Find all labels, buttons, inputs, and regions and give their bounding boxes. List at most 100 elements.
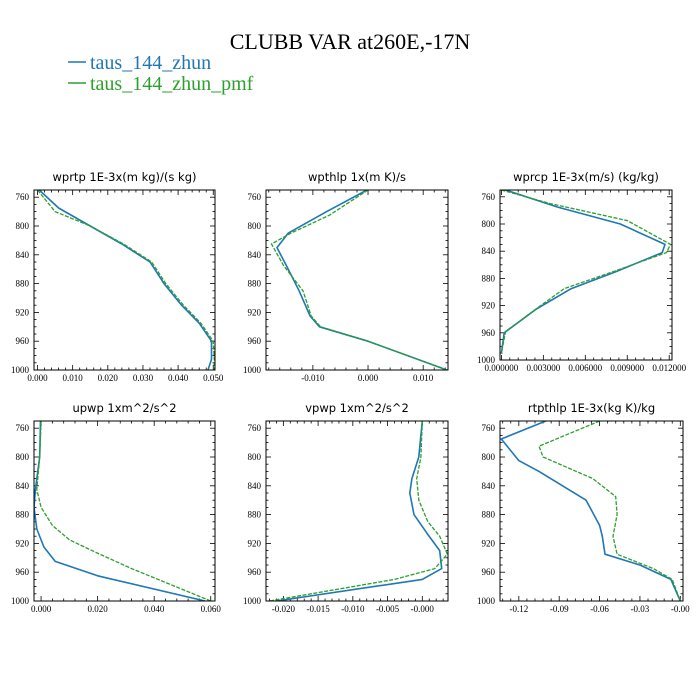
legend: taus_144_zhun taus_144_zhun_pmf (68, 52, 254, 95)
subplot: wprcp 1E-3x(m/s) (kg/kg) 760 800 840 880 920 9… (477, 170, 687, 373)
y-tick-label: 880 (482, 510, 496, 520)
x-tick-label: 0.020 (88, 604, 109, 614)
y-tick-label: 920 (16, 307, 30, 317)
subplot-title: upwp 1xm^2/s^2 (72, 401, 176, 415)
legend-item: taus_144_zhun (68, 52, 211, 74)
y-tick-label: 920 (482, 301, 496, 311)
subplot: upwp 1xm^2/s^2 760 800 840 880 920 960 10000.00… (11, 401, 221, 614)
x-tick-label: 0.030 (133, 373, 154, 383)
subplot: rtpthlp 1E-3x(kg K)/kg 760 800 840 880 920 960… (477, 401, 690, 614)
x-tick-label: 0.006000 (568, 363, 602, 373)
plot-frame (33, 189, 216, 371)
plot-frame (265, 189, 449, 371)
y-tick-label: 800 (16, 221, 30, 231)
x-tick-label: -0.09 (550, 604, 569, 614)
y-tick-label: 840 (248, 481, 262, 491)
x-tick-label: 0.040 (144, 604, 165, 614)
y-tick-label: 800 (482, 219, 496, 229)
x-tick-label: -0.00 (671, 604, 690, 614)
y-tick-label: 880 (16, 279, 30, 289)
y-tick-label: 880 (248, 510, 262, 520)
legend-item: taus_144_zhun_pmf (68, 73, 254, 95)
y-tick-label: 1000 (243, 365, 262, 375)
y-tick-label: 1000 (477, 355, 496, 365)
subplot: vpwp 1xm^2/s^2 760 800 840 880 920 960 1000 -0.0… (243, 401, 449, 614)
subplot-title: wprcp 1E-3x(m/s) (kg/kg) (513, 170, 659, 184)
x-tick-label: 0.040 (168, 373, 189, 383)
y-tick-label: 960 (248, 567, 262, 577)
subplot-title: wprtp 1E-3x(m kg)/(s kg) (53, 170, 197, 184)
subplot-title: vpwp 1xm^2/s^2 (305, 401, 409, 415)
x-tick-label: -0.020 (272, 604, 296, 614)
y-tick-label: 920 (248, 538, 262, 548)
x-tick-label: -0.010 (341, 604, 365, 614)
y-tick-label: 960 (482, 567, 496, 577)
series-line (270, 190, 448, 370)
y-tick-label: 880 (248, 279, 262, 289)
y-tick-label: 800 (482, 452, 496, 462)
subplot-title: rtpthlp 1E-3x(kg K)/kg (528, 401, 655, 415)
x-tick-label: 0.060 (201, 604, 222, 614)
series-line (38, 190, 213, 370)
series-line (36, 190, 215, 370)
y-tick-label: 880 (482, 273, 496, 283)
legend-label: taus_144_zhun_pmf (90, 73, 254, 95)
series-line (36, 421, 212, 601)
x-tick-label: 0.000 (31, 604, 52, 614)
series-line (500, 190, 666, 354)
x-tick-label: 0.050 (203, 373, 224, 383)
x-tick-label: 0.000 (358, 373, 379, 383)
x-tick-label: 0.000 (27, 373, 48, 383)
x-tick-label: 0.010 (63, 373, 84, 383)
x-tick-label: -0.005 (376, 604, 400, 614)
plot-frame (499, 420, 684, 602)
y-tick-label: 920 (248, 307, 262, 317)
y-tick-label: 760 (16, 423, 30, 433)
y-tick-label: 1000 (11, 596, 30, 606)
series-line (538, 421, 681, 601)
legend-label: taus_144_zhun (90, 52, 211, 74)
y-tick-label: 760 (482, 423, 496, 433)
y-tick-label: 920 (16, 538, 30, 548)
y-tick-label: 760 (248, 423, 262, 433)
x-tick-label: 0.012000 (652, 363, 686, 373)
x-tick-label: 0.000000 (485, 363, 519, 373)
y-tick-label: 840 (248, 250, 262, 260)
y-tick-label: 840 (482, 481, 496, 491)
panels: wprtp 1E-3x(m kg)/(s kg) 760 800 840 880 920 9… (11, 170, 690, 614)
figure-title: CLUBB VAR at260E,-17N (230, 29, 471, 54)
y-tick-label: 840 (482, 246, 496, 256)
x-tick-label: 0.009000 (610, 363, 644, 373)
series-line (500, 190, 672, 354)
y-tick-label: 840 (16, 250, 30, 260)
plot-frame (265, 420, 449, 602)
y-tick-label: 920 (482, 538, 496, 548)
x-tick-label: 0.003000 (526, 363, 560, 373)
y-tick-label: 1000 (11, 365, 30, 375)
y-tick-label: 760 (248, 192, 262, 202)
x-tick-label: -0.000 (411, 604, 435, 614)
series-line (276, 190, 448, 370)
y-tick-label: 960 (248, 336, 262, 346)
y-tick-label: 800 (248, 221, 262, 231)
y-tick-label: 1000 (477, 596, 496, 606)
y-tick-label: 840 (16, 481, 30, 491)
subplot: wprtp 1E-3x(m kg)/(s kg) 760 800 840 880 920 9… (11, 170, 224, 383)
x-tick-label: -0.015 (306, 604, 330, 614)
series-line (500, 421, 682, 601)
series-line (34, 421, 206, 601)
y-tick-label: 960 (16, 336, 30, 346)
y-tick-label: 960 (16, 567, 30, 577)
series-line (269, 421, 448, 601)
x-tick-label: 0.020 (98, 373, 119, 383)
y-tick-label: 880 (16, 510, 30, 520)
x-tick-label: -0.010 (301, 373, 325, 383)
y-tick-label: 760 (16, 192, 30, 202)
plot-frame (499, 189, 673, 361)
series-line (276, 421, 443, 601)
y-tick-label: 760 (482, 192, 496, 202)
y-tick-label: 800 (248, 452, 262, 462)
subplot-title: wpthlp 1x(m K)/s (308, 170, 406, 184)
y-tick-label: 800 (16, 452, 30, 462)
